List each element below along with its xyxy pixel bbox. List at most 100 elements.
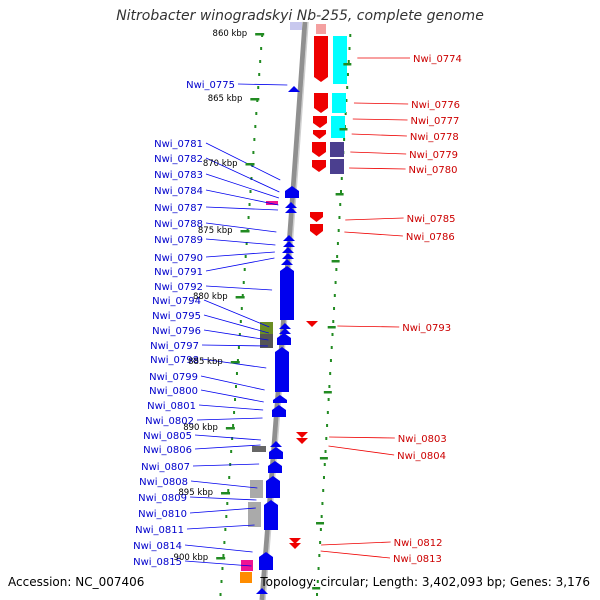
gene-forward-0785 xyxy=(310,212,323,222)
gene-reverse-0792 xyxy=(280,266,294,320)
gene-reverse-0800 xyxy=(273,395,287,403)
leader-line-left xyxy=(194,444,261,450)
tick-right xyxy=(337,229,340,232)
gene-label-left: Nwi_0781 xyxy=(154,139,203,150)
pink-feature xyxy=(266,201,278,205)
gene-reverse-0806 xyxy=(269,447,283,459)
leader-line-left xyxy=(203,329,269,341)
tick-right xyxy=(324,450,327,453)
tick-right xyxy=(347,60,350,63)
gene-label-right: Nwi_0793 xyxy=(402,323,451,334)
tick-right xyxy=(317,567,320,570)
scale-label: 880 kbp xyxy=(193,292,228,302)
gene-label-left: Nwi_0784 xyxy=(154,186,203,197)
gene-arrow-reverse xyxy=(288,86,300,92)
scale-major-tick-right xyxy=(323,391,332,394)
tick-right xyxy=(321,502,324,505)
gene-forward-0780 xyxy=(312,160,326,172)
leader-line-right xyxy=(352,118,408,121)
tick-right xyxy=(328,385,331,388)
gene-reverse-0814 xyxy=(259,552,273,570)
leader-line-left xyxy=(205,189,279,206)
tick-right xyxy=(325,437,328,440)
tick-left xyxy=(231,437,234,440)
tick-left xyxy=(260,47,263,50)
tick-left xyxy=(224,528,227,531)
gene-label-right: Nwi_0785 xyxy=(407,214,456,225)
tick-right xyxy=(334,281,337,284)
scale-major-tick xyxy=(255,33,265,36)
tick-right xyxy=(349,34,352,37)
topology-info-text: Topology: circular; Length: 3,402,093 bp… xyxy=(260,575,590,589)
accession-text: Accession: NC_007406 xyxy=(8,575,145,589)
tick-left xyxy=(258,73,261,76)
tick-left xyxy=(252,151,255,154)
leader-line-left xyxy=(205,285,273,291)
tick-right xyxy=(332,320,335,323)
gene-label-right: Nwi_0803 xyxy=(398,434,447,445)
gene-arrow-forward xyxy=(306,321,318,327)
tick-right xyxy=(336,255,339,258)
tick-left xyxy=(234,398,237,401)
tick-right xyxy=(340,190,343,193)
gene-forward-0776 xyxy=(314,93,328,113)
leader-line-left xyxy=(201,344,268,347)
tick-left xyxy=(233,411,236,414)
leader-line-left xyxy=(184,544,253,553)
gene-label-left: Nwi_0807 xyxy=(141,462,190,473)
gene-label-right: Nwi_0813 xyxy=(393,554,442,565)
tick-left xyxy=(219,593,222,596)
tick-right xyxy=(329,359,332,362)
gene-label-left: Nwi_0806 xyxy=(143,445,192,456)
tick-right xyxy=(348,47,351,50)
gene-label-left: Nwi_0808 xyxy=(139,477,188,488)
tick-left xyxy=(247,216,250,219)
gene-forward-0774 xyxy=(314,36,328,82)
tick-left xyxy=(242,281,245,284)
tick-right xyxy=(330,346,333,349)
gene-forward-0777 xyxy=(313,116,327,128)
leader-line-right xyxy=(353,102,409,105)
gene-label-left: Nwi_0792 xyxy=(154,282,203,293)
gene-label-left: Nwi_0788 xyxy=(154,219,203,230)
tick-right xyxy=(346,86,349,89)
gene-forward-0778 xyxy=(313,130,326,139)
gene-label-left: Nwi_0809 xyxy=(138,493,187,504)
gene-reverse-0810 xyxy=(264,500,278,530)
tick-right xyxy=(316,593,319,596)
leader-line-left xyxy=(203,314,269,334)
gene-label-left: Nwi_0794 xyxy=(152,296,201,307)
tick-right xyxy=(322,489,325,492)
dark-gray-feature xyxy=(252,446,266,452)
tick-left xyxy=(248,203,251,206)
leader-line-left xyxy=(190,480,258,489)
gene-reverse-0808 xyxy=(266,476,280,498)
tick-left xyxy=(227,489,230,492)
tick-right xyxy=(327,398,330,401)
scale-major-tick xyxy=(230,361,240,364)
gray-feature xyxy=(248,502,261,527)
cyan-feature xyxy=(333,36,347,84)
tick-left xyxy=(245,242,248,245)
cyan-feature xyxy=(332,93,346,113)
gene-arrow-reverse xyxy=(256,588,268,594)
scale-label: 865 kbp xyxy=(208,94,243,104)
scale-label: 885 kbp xyxy=(188,357,223,367)
tick-left xyxy=(240,307,243,310)
gene-label-right: Nwi_0776 xyxy=(411,100,460,111)
tick-right xyxy=(322,476,325,479)
leader-line-left xyxy=(203,299,270,328)
gene-label-left: Nwi_0775 xyxy=(186,80,235,91)
scale-label: 900 kbp xyxy=(174,553,209,563)
tick-left xyxy=(228,476,231,479)
tick-right xyxy=(333,307,336,310)
gene-label-left: Nwi_0782 xyxy=(154,154,203,165)
tick-right xyxy=(338,216,341,219)
gene-label-right: Nwi_0778 xyxy=(410,132,459,143)
tick-left xyxy=(232,424,235,427)
tick-left xyxy=(241,294,244,297)
tick-left xyxy=(225,515,228,518)
gene-arrow-reverse xyxy=(283,235,295,241)
leader-line-left xyxy=(205,257,275,272)
